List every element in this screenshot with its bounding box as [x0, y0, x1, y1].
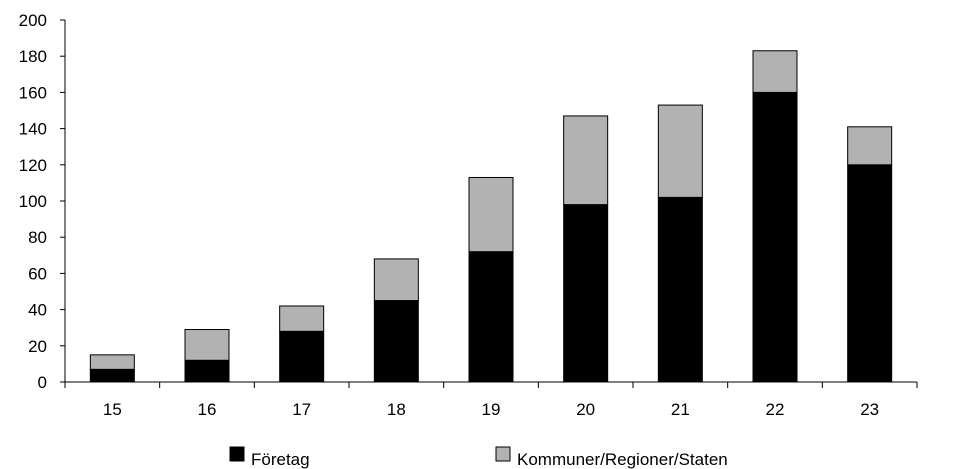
- x-tick-label: 22: [766, 400, 785, 419]
- x-tick-label: 19: [482, 400, 501, 419]
- x-tick-label: 15: [103, 400, 122, 419]
- y-tick-label: 60: [28, 264, 47, 283]
- x-tick-label: 23: [860, 400, 879, 419]
- legend-label-kommuner: Kommuner/Regioner/Staten: [517, 450, 728, 469]
- x-tick-label: 21: [671, 400, 690, 419]
- bar-segment-foretag-21: [657, 196, 703, 383]
- bar-segment-kommuner-15: [89, 354, 135, 370]
- bar-segment-foretag-20: [563, 204, 609, 383]
- y-tick-label: 140: [19, 120, 47, 139]
- x-tick-label: 20: [576, 400, 595, 419]
- y-tick-label: 200: [19, 11, 47, 30]
- bar-segment-foretag-18: [373, 300, 419, 383]
- x-tick-label: 16: [198, 400, 217, 419]
- y-axis: 0 20 40 60 80 100 120 140 160 180 200: [19, 11, 66, 392]
- bar-segment-kommuner-17: [279, 305, 325, 332]
- bars: [89, 50, 893, 383]
- bar-segment-foretag-23: [847, 164, 893, 383]
- bar-segment-kommuner-23: [847, 126, 893, 166]
- bar-segment-kommuner-19: [468, 176, 514, 253]
- bar-segment-kommuner-18: [373, 258, 419, 302]
- bar-segment-kommuner-21: [657, 104, 703, 198]
- legend-swatch-foretag: [229, 446, 245, 462]
- x-axis: 15 16 17 18 19 20 21 22 23: [64, 381, 918, 419]
- legend: Företag Kommuner/Regioner/Staten: [229, 446, 728, 469]
- bar-segment-foretag-17: [279, 330, 325, 383]
- bar-segment-foretag-15: [89, 368, 135, 383]
- bar-segment-foretag-16: [184, 359, 230, 383]
- y-tick-label: 20: [28, 337, 47, 356]
- y-tick-label: 160: [19, 83, 47, 102]
- x-tick-label: 18: [387, 400, 406, 419]
- y-tick-label: 40: [28, 301, 47, 320]
- legend-swatch-kommuner: [495, 446, 511, 462]
- y-tick-label: 120: [19, 156, 47, 175]
- y-tick-label: 0: [38, 373, 47, 392]
- bar-segment-kommuner-20: [563, 115, 609, 206]
- y-tick-label: 180: [19, 47, 47, 66]
- y-tick-label: 80: [28, 228, 47, 247]
- bar-segment-foretag-22: [752, 91, 798, 383]
- bar-segment-kommuner-22: [752, 50, 798, 93]
- x-tick-label: 17: [292, 400, 311, 419]
- legend-label-foretag: Företag: [251, 450, 310, 469]
- bar-segment-foretag-19: [468, 251, 514, 383]
- y-tick-label: 100: [19, 192, 47, 211]
- bar-segment-kommuner-16: [184, 329, 230, 361]
